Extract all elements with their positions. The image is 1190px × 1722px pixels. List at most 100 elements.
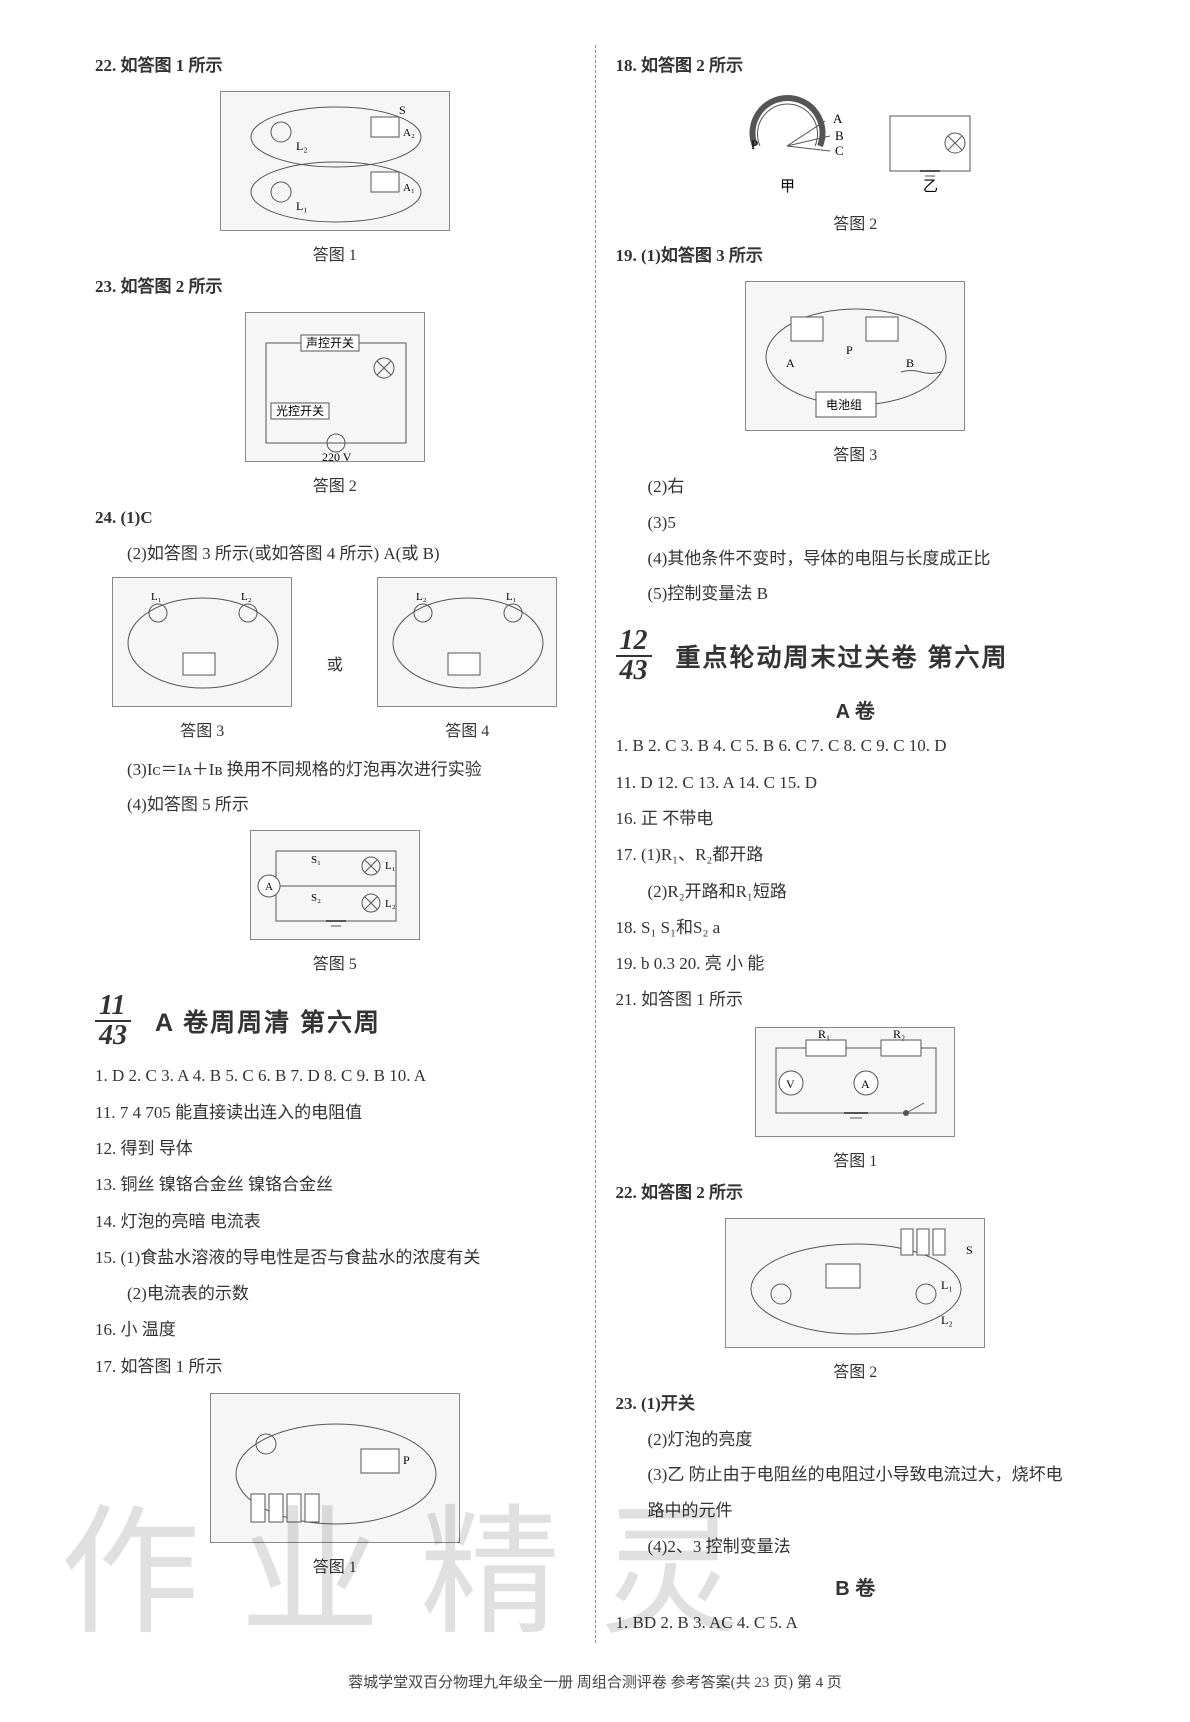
q23-text: 23. 如答图 2 所示 [95, 273, 575, 302]
fig1-box: S L₂ L₁ A₂ A₁ [95, 91, 575, 237]
paper-b-title: B 卷 [616, 1572, 1096, 1601]
q18r-label: 18. 如答图 2 所示 [616, 56, 744, 75]
fig4-caption: 答图 4 [377, 717, 557, 741]
fig-left-last-placeholder: P [210, 1393, 460, 1543]
secA-r2: 16. 正 不带电 [616, 803, 1096, 835]
fig1-placeholder: S L₂ L₁ A₂ A₁ [220, 91, 450, 231]
right-column: 18. 如答图 2 所示 A B C P 甲 [598, 45, 1096, 1643]
svg-text:A₁: A₁ [403, 182, 415, 194]
fig3r-placeholder: 电池组 A P B [745, 281, 965, 431]
fig2r-placeholder: A B C P 甲 乙 [725, 91, 985, 201]
svg-text:P: P [751, 137, 758, 152]
sec11-r4: 14. 灯泡的亮暗 电流表 [95, 1206, 575, 1238]
svg-text:P: P [846, 343, 853, 357]
svg-text:L₁: L₁ [385, 860, 396, 872]
figA1-box: R₁ R₂ V A [616, 1027, 1096, 1143]
paper-a-title: A 卷 [616, 695, 1096, 724]
sec11-r0: 1. D 2. C 3. A 4. B 5. C 6. B 7. D 8. C … [95, 1060, 575, 1092]
section-12-header: 12 43 重点轮动周末过关卷 第六周 [616, 627, 1096, 685]
secA-r1: 11. D 12. C 13. A 14. C 15. D [616, 767, 1096, 799]
q23r-3a: (3)乙 防止由于电阻丝的电阻过小导致电流过大，烧坏电 [616, 1461, 1096, 1490]
fig2r-caption: 答图 2 [616, 210, 1096, 234]
secA-r5: 18. S₁ S₁和S₂ a [616, 912, 1096, 944]
sec11-r6: (2)电流表的示数 [95, 1278, 575, 1310]
fig2r-box: A B C P 甲 乙 [616, 91, 1096, 206]
svg-text:V: V [786, 1077, 795, 1091]
svg-text:L₂: L₂ [241, 591, 252, 603]
fig-left-last-caption: 答图 1 [95, 1553, 575, 1577]
q19-1: 19. (1)如答图 3 所示 [616, 242, 1096, 271]
secA-r6: 19. b 0.3 20. 亮 小 能 [616, 948, 1096, 980]
svg-text:A: A [265, 881, 273, 893]
secA-r0: 1. B 2. C 3. B 4. C 5. B 6. C 7. C 8. C … [616, 730, 1096, 762]
fig2-caption: 答图 2 [95, 472, 575, 496]
sec12-num: 12 [616, 627, 652, 657]
light-switch-label: 光控开关 [276, 404, 324, 418]
section-11-title: A 卷周周清 第六周 [155, 1003, 381, 1039]
fig3r-caption: 答图 3 [616, 441, 1096, 465]
q19-5: (5)控制变量法 B [616, 580, 1096, 609]
svg-text:P: P [403, 1453, 410, 1467]
fig-left-last-box: P [95, 1393, 575, 1549]
sec12-den: 43 [616, 657, 652, 685]
q24-4: (4)如答图 5 所示 [95, 791, 575, 820]
fig3r-box: 电池组 A P B [616, 281, 1096, 437]
column-divider [595, 45, 596, 1643]
section-11-badge: 11 43 [95, 992, 131, 1050]
sec11-r5: 15. (1)食盐水溶液的导电性是否与食盐水的浓度有关 [95, 1242, 575, 1274]
sec11-r3: 13. 铜丝 镍铬合金丝 镍铬合金丝 [95, 1169, 575, 1201]
svg-text:B: B [906, 356, 914, 370]
section-12-title: 重点轮动周末过关卷 第六周 [676, 638, 1009, 674]
svg-text:S₂: S₂ [311, 892, 321, 904]
q23r-1-label: 23. (1)开关 [616, 1394, 695, 1413]
sec11-r2: 12. 得到 导体 [95, 1133, 575, 1165]
q23r-2: (2)灯泡的亮度 [616, 1426, 1096, 1455]
q23r-1: 23. (1)开关 [616, 1390, 1096, 1419]
q18r-text: 18. 如答图 2 所示 [616, 52, 1096, 81]
secA-r3: 17. (1)R₁、R₂都开路 [616, 839, 1096, 871]
svg-text:A: A [786, 356, 795, 370]
figA2-placeholder: S L₁ L₂ [725, 1218, 985, 1348]
figA1-placeholder: R₁ R₂ V A [755, 1027, 955, 1137]
q22r-text: 22. 如答图 2 所示 [616, 1179, 1096, 1208]
figA2-box: S L₁ L₂ [616, 1218, 1096, 1354]
svg-text:L₂: L₂ [296, 139, 308, 153]
q24-1: 24. (1)C [95, 504, 575, 533]
q19-4: (4)其他条件不变时，导体的电阻与长度成正比 [616, 545, 1096, 574]
svg-text:A₂: A₂ [403, 127, 415, 139]
q24-3: (3)Iᴄ＝Iᴀ＋Iʙ 换用不同规格的灯泡再次进行实验 [95, 756, 575, 785]
fig34-row: L₁ L₂ 答图 3 或 L₂ L₁ [95, 577, 575, 749]
fig1-caption: 答图 1 [95, 241, 575, 265]
figA1-caption: 答图 1 [616, 1147, 1096, 1171]
svg-text:L₁: L₁ [941, 1278, 953, 1292]
figA2-caption: 答图 2 [616, 1358, 1096, 1382]
svg-text:A: A [833, 111, 843, 126]
section-12-badge: 12 43 [616, 627, 652, 685]
q23r-3b: 路中的元件 [616, 1497, 1096, 1526]
svg-text:C: C [835, 143, 844, 158]
fig4-item: L₂ L₁ 答图 4 [377, 577, 557, 749]
fig4-placeholder: L₂ L₁ [377, 577, 557, 707]
svg-text:R₂: R₂ [893, 1028, 905, 1041]
yi-label: 乙 [923, 179, 938, 195]
fig3-placeholder: L₁ L₂ [112, 577, 292, 707]
sec11-den: 43 [95, 1022, 131, 1050]
q19-2: (2)右 [616, 473, 1096, 502]
fig3-caption: 答图 3 [112, 717, 292, 741]
svg-text:S: S [966, 1243, 973, 1257]
svg-text:L₁: L₁ [506, 591, 517, 603]
fig2-box: 声控开关 光控开关 220 V [95, 312, 575, 468]
svg-text:L₂: L₂ [941, 1313, 953, 1327]
svg-text:R₁: R₁ [818, 1028, 830, 1041]
svg-text:A: A [861, 1077, 870, 1091]
svg-text:L₂: L₂ [385, 898, 396, 910]
q24-2: (2)如答图 3 所示(或如答图 4 所示) A(或 B) [95, 540, 575, 569]
q24-1-label: 24. (1)C [95, 508, 153, 527]
sec11-r8: 17. 如答图 1 所示 [95, 1351, 575, 1383]
jia-label: 甲 [780, 179, 795, 195]
q23-label: 23. 如答图 2 所示 [95, 277, 223, 296]
sound-switch-label: 声控开关 [306, 336, 354, 350]
q19-1-label: 19. (1)如答图 3 所示 [616, 246, 763, 265]
page-footer: 蓉城学堂双百分物理九年级全一册 周组合测评卷 参考答案(共 23 页) 第 4 … [95, 1671, 1095, 1692]
q22r-label: 22. 如答图 2 所示 [616, 1183, 744, 1202]
